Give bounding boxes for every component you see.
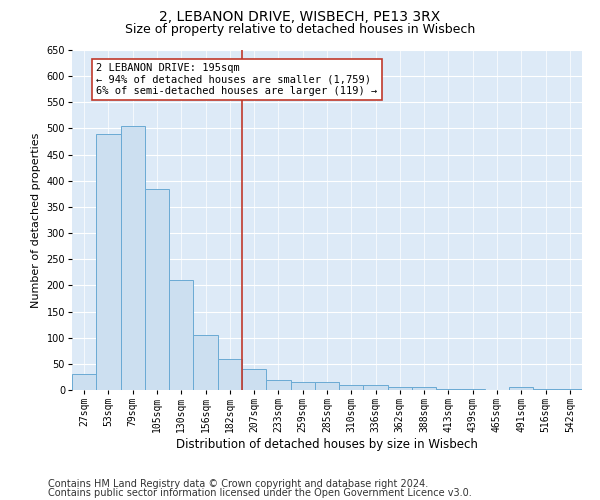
Text: 2, LEBANON DRIVE, WISBECH, PE13 3RX: 2, LEBANON DRIVE, WISBECH, PE13 3RX <box>160 10 440 24</box>
Bar <box>169 280 193 390</box>
Bar <box>509 388 533 390</box>
X-axis label: Distribution of detached houses by size in Wisbech: Distribution of detached houses by size … <box>176 438 478 451</box>
Y-axis label: Number of detached properties: Number of detached properties <box>31 132 41 308</box>
Bar <box>121 126 145 390</box>
Bar <box>461 389 485 390</box>
Bar <box>533 389 558 390</box>
Bar <box>193 335 218 390</box>
Bar <box>96 134 121 390</box>
Bar <box>436 389 461 390</box>
Bar <box>364 385 388 390</box>
Bar <box>315 382 339 390</box>
Bar <box>266 380 290 390</box>
Bar <box>242 369 266 390</box>
Text: Contains HM Land Registry data © Crown copyright and database right 2024.: Contains HM Land Registry data © Crown c… <box>48 479 428 489</box>
Bar <box>339 385 364 390</box>
Bar <box>388 388 412 390</box>
Text: Size of property relative to detached houses in Wisbech: Size of property relative to detached ho… <box>125 22 475 36</box>
Bar <box>412 388 436 390</box>
Bar <box>218 358 242 390</box>
Bar <box>558 389 582 390</box>
Text: 2 LEBANON DRIVE: 195sqm
← 94% of detached houses are smaller (1,759)
6% of semi-: 2 LEBANON DRIVE: 195sqm ← 94% of detache… <box>96 63 377 96</box>
Text: Contains public sector information licensed under the Open Government Licence v3: Contains public sector information licen… <box>48 488 472 498</box>
Bar <box>145 188 169 390</box>
Bar <box>72 374 96 390</box>
Bar <box>290 382 315 390</box>
